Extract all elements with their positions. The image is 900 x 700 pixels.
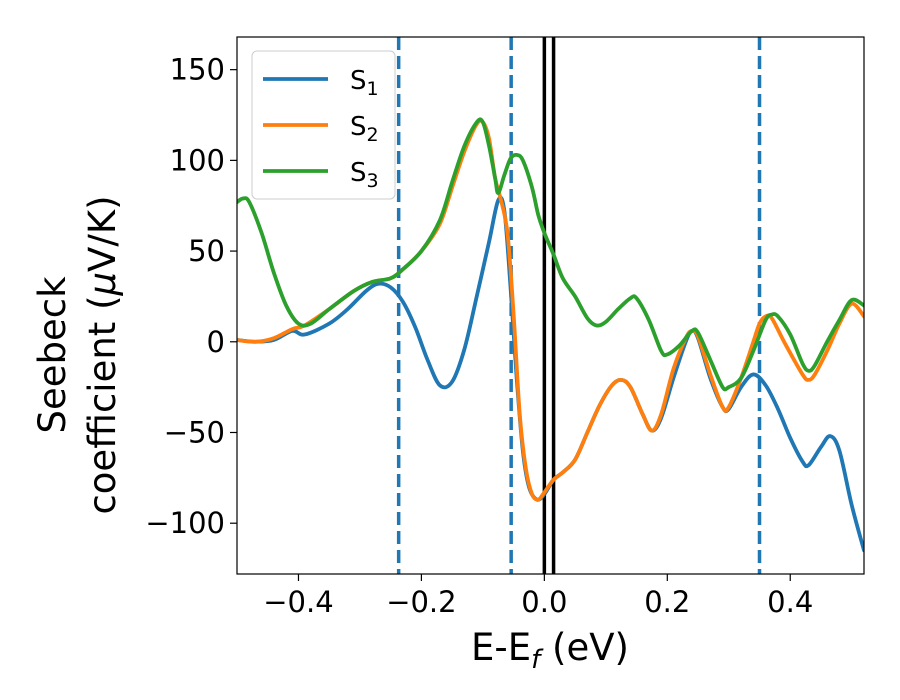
x-axis: −0.4 −0.2 0.0 0.2 0.4 (263, 574, 813, 619)
y-axis-label-line2: coefficient (μV/K) (81, 195, 124, 514)
x-tick-label: 0.2 (644, 585, 690, 619)
legend-label-s1: S1 (350, 66, 379, 100)
legend-label-s3: S3 (350, 158, 379, 192)
x-axis-label: E-Ef (eV) (471, 626, 629, 675)
series-group (237, 117, 864, 553)
y-axis-label: Seebeck coefficient (μV/K) (31, 195, 124, 514)
y-tick-label: −100 (145, 506, 225, 540)
y-tick-label: 50 (188, 234, 225, 268)
legend: S1 S2 S3 (251, 50, 396, 200)
series-line-s3 (237, 117, 864, 392)
plot-frame (236, 36, 865, 575)
y-tick-label: −50 (164, 415, 225, 449)
legend-label-s2: S2 (350, 112, 379, 146)
x-tick-label: −0.2 (386, 585, 456, 619)
x-tick-label: 0.0 (521, 585, 567, 619)
y-tick-label: 150 (170, 53, 225, 87)
y-tick-label: 100 (170, 143, 225, 177)
y-axis-label-line1: Seebeck (31, 276, 74, 434)
x-tick-label: 0.4 (767, 585, 813, 619)
y-tick-label: 0 (207, 325, 225, 359)
x-tick-label: −0.4 (263, 585, 333, 619)
y-axis: 150 100 50 0 −50 −100 (145, 53, 237, 540)
